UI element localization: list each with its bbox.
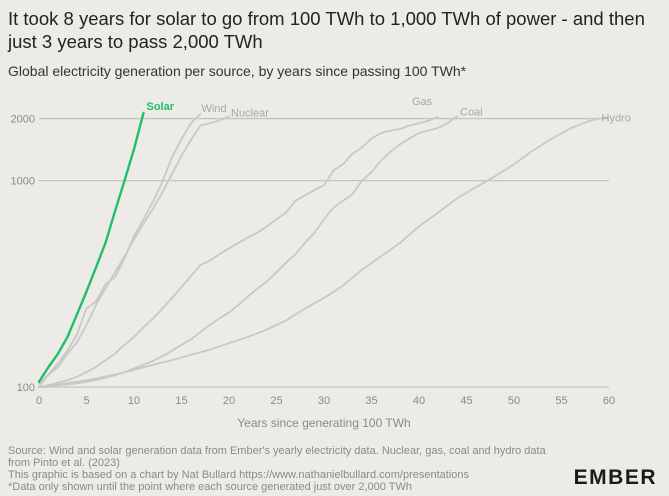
chart-subtitle: Global electricity generation per source… xyxy=(8,63,467,79)
x-tick-label-60: 60 xyxy=(603,395,615,407)
x-tick-label-30: 30 xyxy=(318,395,330,407)
x-axis-ticks: 0 5 10 15 20 25 30 35 40 45 50 55 60 xyxy=(36,395,615,407)
x-tick-label-10: 10 xyxy=(128,395,140,407)
source-notes: Source: Wind and solar generation data f… xyxy=(8,445,548,493)
y-axis-ticks: 100 1000 2000 xyxy=(11,114,35,394)
x-tick-label-15: 15 xyxy=(175,395,187,407)
x-tick-label-50: 50 xyxy=(508,395,520,407)
source-line-3: *Data only shown until the point where e… xyxy=(8,481,412,493)
line-chart: 100 1000 2000 0 5 10 15 20 25 30 35 40 45 50 55 60 Sol… xyxy=(11,96,631,430)
series-line-solar xyxy=(37,111,145,383)
series-line-coal xyxy=(38,115,458,388)
series-label-wind: Wind xyxy=(202,103,227,115)
series-line-hydro xyxy=(38,117,601,388)
series-label-solar: Solar xyxy=(147,101,175,113)
x-tick-label-25: 25 xyxy=(270,395,282,407)
x-tick-label-5: 5 xyxy=(83,395,89,407)
y-tick-label-100: 100 xyxy=(17,382,35,394)
y-tick-label-2000: 2000 xyxy=(11,114,35,126)
series-line-nuclear xyxy=(38,115,230,388)
series-label-nuclear: Nuclear xyxy=(231,107,269,119)
source-line-1: Source: Wind and solar generation data f… xyxy=(8,445,546,469)
series-line-gas xyxy=(38,115,439,388)
series-labels: Solar Wind Nuclear Gas Coal Hydro xyxy=(147,96,631,125)
chart-title: It took 8 years for solar to go from 100… xyxy=(8,8,645,52)
source-line-2: This graphic is based on a chart by Nat … xyxy=(8,469,470,481)
x-tick-label-40: 40 xyxy=(413,395,425,407)
x-axis-label: Years since generating 100 TWh xyxy=(237,416,410,430)
grid-lines xyxy=(39,117,609,388)
ember-logo: EMBER xyxy=(573,466,657,489)
y-tick-label-1000: 1000 xyxy=(11,176,35,188)
x-tick-label-20: 20 xyxy=(223,395,235,407)
x-tick-label-0: 0 xyxy=(36,395,42,407)
series-label-coal: Coal xyxy=(460,106,483,118)
series-label-hydro: Hydro xyxy=(602,113,631,125)
series-label-gas: Gas xyxy=(412,96,433,108)
series-line-wind xyxy=(38,113,202,385)
x-tick-label-45: 45 xyxy=(460,395,472,407)
x-tick-label-55: 55 xyxy=(555,395,567,407)
series-lines xyxy=(37,111,601,388)
x-tick-label-35: 35 xyxy=(365,395,377,407)
